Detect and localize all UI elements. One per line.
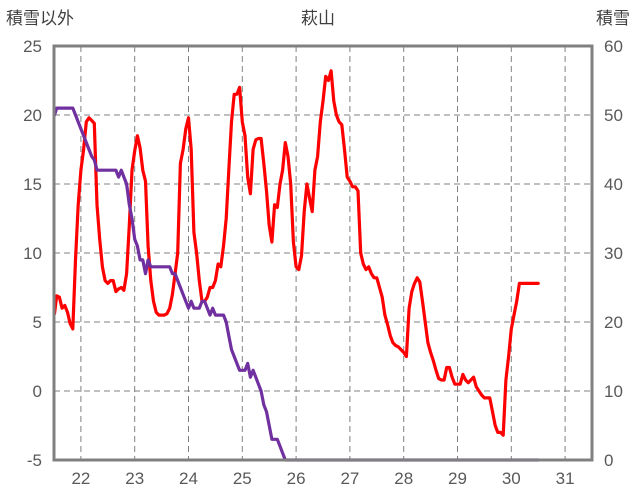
y-right-tick-label: 50 [604, 106, 623, 125]
series-line-2 [52, 106, 540, 462]
x-tick-label: 31 [556, 469, 575, 488]
y-right-label: 積雪 [596, 9, 630, 28]
y-right-tick-label: 30 [604, 244, 623, 263]
y-left-tick-label: 0 [33, 382, 42, 401]
y-right-tick-label: 20 [604, 313, 623, 332]
chart-title: 萩山 [301, 9, 335, 28]
tick-labels: -5 0 5 10 15 20 25 0 10 20 30 40 50 60 22 23 24 25 26 27 28 2… [23, 37, 623, 488]
series-layer [52, 69, 540, 462]
x-tick-label: 27 [340, 469, 359, 488]
x-tick-label: 24 [179, 469, 198, 488]
x-tick-label: 23 [125, 469, 144, 488]
x-tick-label: 28 [394, 469, 413, 488]
y-left-tick-label: 25 [23, 37, 42, 56]
y-right-tick-label: 0 [604, 451, 613, 470]
y-left-tick-label: 20 [23, 106, 42, 125]
x-tick-label: 25 [233, 469, 252, 488]
plot-frame [52, 44, 594, 462]
grid-lines [54, 46, 592, 460]
y-left-tick-label: -5 [27, 451, 42, 470]
y-right-tick-label: 10 [604, 382, 623, 401]
y-right-tick-label: 60 [604, 37, 623, 56]
y-left-tick-label: 10 [23, 244, 42, 263]
y-left-tick-label: 15 [23, 175, 42, 194]
x-tick-label: 22 [71, 469, 90, 488]
y-left-label: 積雪以外 [6, 9, 74, 28]
y-left-tick-label: 5 [33, 313, 42, 332]
series-line-1 [52, 69, 540, 437]
x-tick-label: 26 [287, 469, 306, 488]
y-right-tick-label: 40 [604, 175, 623, 194]
x-tick-label: 29 [448, 469, 467, 488]
x-tick-label: 30 [502, 469, 521, 488]
